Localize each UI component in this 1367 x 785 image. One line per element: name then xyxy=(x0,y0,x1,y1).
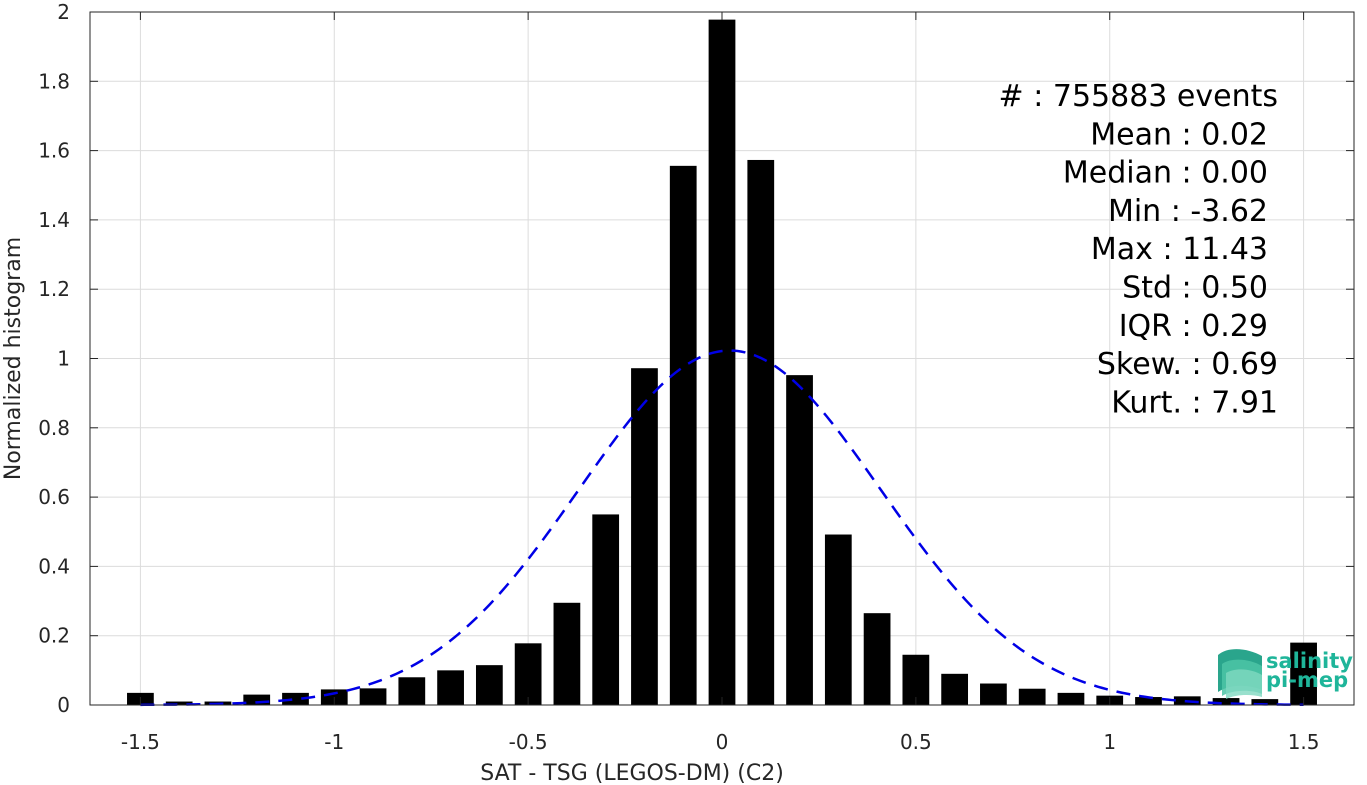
stat-line: Kurt. : 7.91 xyxy=(1111,385,1278,420)
histogram-bar xyxy=(475,665,503,705)
histogram-bar xyxy=(165,701,193,705)
y-axis-label: Normalized histogram xyxy=(1,237,26,480)
histogram-bar xyxy=(1212,698,1240,705)
stat-line: Mean : 0.02 xyxy=(1090,117,1268,152)
histogram-bar xyxy=(437,670,464,705)
stat-line: Max : 11.43 xyxy=(1091,232,1268,267)
stat-line: Min : -3.62 xyxy=(1108,194,1268,229)
y-tick-label: 2 xyxy=(57,0,70,24)
histogram-bar xyxy=(631,368,658,705)
y-tick-label: 0.6 xyxy=(38,485,70,509)
histogram-bar xyxy=(941,673,969,705)
histogram-bar xyxy=(1251,699,1279,705)
y-tick-label: 0.4 xyxy=(38,554,70,578)
y-axis-ticks: 0 0.2 0.4 0.6 0.8 1 1.2 1.4 1.6 1.8 2 xyxy=(38,0,1354,717)
histogram-bar xyxy=(359,688,387,705)
histogram-bar xyxy=(1057,692,1085,705)
histogram-bar xyxy=(514,643,542,705)
x-tick-label: -1.5 xyxy=(121,730,160,754)
stat-line: # : 755883 events xyxy=(999,79,1278,114)
y-tick-label: 1.4 xyxy=(38,208,70,232)
y-tick-label: 1.2 xyxy=(38,277,70,301)
stat-line: Std : 0.50 xyxy=(1122,271,1268,306)
y-tick-label: 1 xyxy=(57,347,70,371)
gaussian-fit-curve xyxy=(140,349,1304,707)
y-tick-label: 0.2 xyxy=(38,624,70,648)
x-tick-label: -1 xyxy=(324,730,344,754)
histogram-bar xyxy=(282,692,309,705)
x-tick-label: -0.5 xyxy=(509,730,548,754)
histogram-bar xyxy=(669,165,697,705)
y-tick-label: 1.6 xyxy=(38,139,70,163)
x-tick-label: 1 xyxy=(1103,730,1116,754)
x-tick-label: 1.5 xyxy=(1288,730,1320,754)
histogram-bar xyxy=(1290,642,1317,705)
histogram-bar xyxy=(1018,688,1046,705)
y-tick-label: 1.8 xyxy=(38,69,70,93)
bars xyxy=(127,19,1317,706)
logo-line1: salinity xyxy=(1266,649,1353,673)
histogram-bar xyxy=(863,613,891,705)
stat-line: Skew. : 0.69 xyxy=(1097,347,1278,382)
stat-line: Median : 0.00 xyxy=(1063,156,1268,191)
histogram-bar xyxy=(786,375,813,705)
histogram-bar xyxy=(1135,697,1162,705)
salinity-pimep-logo: salinity pi-mep xyxy=(1218,649,1353,699)
y-tick-label: 0.8 xyxy=(38,416,70,440)
x-axis-label: SAT - TSG (LEGOS-DM) (C2) xyxy=(480,761,784,785)
histogram-bar xyxy=(708,19,736,706)
histogram-bar xyxy=(902,654,930,705)
histogram-bar xyxy=(592,514,620,705)
histogram-bar xyxy=(243,694,271,705)
histogram-bar xyxy=(747,159,775,705)
x-tick-label: 0 xyxy=(716,730,729,754)
histogram-bar xyxy=(824,534,852,705)
histogram-bar xyxy=(553,602,581,705)
stat-line: IQR : 0.29 xyxy=(1119,309,1268,344)
x-tick-label: 0.5 xyxy=(900,730,932,754)
y-tick-label: 0 xyxy=(57,693,70,717)
histogram-bar xyxy=(398,677,426,705)
logo-line2: pi-mep xyxy=(1266,668,1348,692)
logo-wave-icon xyxy=(1218,649,1262,699)
histogram-bar xyxy=(980,683,1007,705)
x-axis-ticks: -1.5 -1 -0.5 0 0.5 1 1.5 xyxy=(121,12,1320,754)
